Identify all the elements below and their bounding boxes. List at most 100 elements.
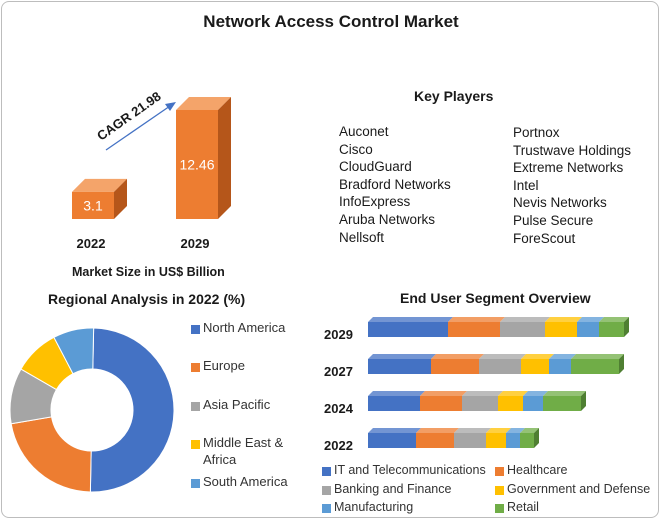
year-label-2027: 2027	[324, 364, 353, 379]
stack-bar-end	[624, 317, 629, 337]
key-player-item: Portnox	[513, 125, 560, 140]
key-player-item: Pulse Secure	[513, 212, 594, 228]
stack-segment-top	[448, 317, 505, 322]
stack-bar-end	[581, 391, 586, 411]
stack-segment-top	[599, 317, 629, 322]
stack-segment-2029-4	[577, 322, 599, 337]
regional-legend-label: Africa	[203, 452, 237, 467]
stack-segment-2027-5	[571, 359, 619, 374]
bar-value-label: 12.46	[179, 157, 214, 173]
bar-top	[72, 178, 127, 192]
stack-segment-2027-1	[431, 359, 479, 374]
year-label-2024: 2024	[324, 401, 354, 416]
stack-segment-top	[545, 317, 582, 322]
bar-value-label: 3.1	[83, 197, 103, 213]
key-player-item: InfoExpress	[339, 194, 411, 210]
stack-segment-top	[420, 391, 467, 396]
stack-segment-2027-2	[479, 359, 521, 374]
legend-swatch	[495, 467, 504, 476]
legend-swatch	[191, 325, 200, 334]
stack-segment-top	[368, 317, 453, 322]
year-label-2022: 2022	[77, 236, 106, 251]
stack-segment-top	[543, 391, 586, 396]
bar-top	[176, 97, 231, 110]
stack-segment-top	[368, 391, 425, 396]
stack-segment-2022-4	[506, 433, 520, 448]
legend-swatch	[191, 440, 200, 449]
stack-segment-top	[431, 354, 484, 359]
key-player-item: ForeScout	[513, 230, 576, 246]
stack-segment-top	[454, 428, 491, 433]
stack-bar-end	[619, 354, 624, 374]
stack-segment-2022-1	[416, 433, 454, 448]
stack-segment-2027-3	[521, 359, 549, 374]
end-user-legend-label: Government and Defense	[507, 482, 651, 496]
stack-segment-2022-3	[486, 433, 506, 448]
end-user-legend-label: IT and Telecommunications	[334, 463, 486, 477]
stack-segment-top	[368, 428, 421, 433]
legend-swatch	[191, 479, 200, 488]
stack-segment-top	[368, 354, 436, 359]
stack-segment-2024-1	[420, 396, 462, 411]
stack-segment-top	[462, 391, 503, 396]
key-players-column-1: Auconet Cisco CloudGuard Bradford Networks I…	[339, 123, 451, 246]
legend-swatch	[191, 363, 200, 372]
stack-segment-2027-4	[549, 359, 571, 374]
key-player-item: Bradford Networks	[339, 176, 451, 192]
end-user-title: End User Segment Overview	[400, 290, 591, 306]
key-players-column-2: Portnox Trustwave Holdings Extreme Network…	[513, 124, 631, 247]
regional-legend-label: Asia Pacific	[203, 397, 271, 412]
key-player-item: Extreme Networks	[513, 160, 624, 176]
year-label-2022: 2022	[324, 438, 353, 453]
regional-legend-label: Middle East &	[203, 435, 284, 450]
bar-side	[114, 178, 127, 219]
stack-segment-top	[577, 317, 604, 322]
stack-segment-2024-0	[368, 396, 420, 411]
stack-segment-2024-2	[462, 396, 498, 411]
stack-segment-2022-2	[454, 433, 486, 448]
stack-segment-top	[521, 354, 554, 359]
stack-bar-end	[534, 428, 539, 448]
stack-segment-top	[523, 391, 548, 396]
legend-swatch	[322, 467, 331, 476]
regional-legend-label: Europe	[203, 358, 245, 373]
regional-legend-label: South America	[203, 474, 288, 489]
stack-segment-top	[498, 391, 528, 396]
key-player-item: Intel	[513, 177, 539, 193]
cagr-arrow	[105, 102, 176, 151]
key-player-item: Aruba Networks	[339, 211, 436, 227]
stack-segment-top	[500, 317, 550, 322]
end-user-legend-label: Banking and Finance	[334, 482, 452, 496]
stack-segment-2029-5	[599, 322, 624, 337]
bar-side	[218, 97, 231, 219]
donut-slice-south-america	[53, 327, 95, 375]
stack-segment-top	[479, 354, 526, 359]
legend-swatch	[322, 504, 331, 513]
regional-donut-chart	[9, 327, 175, 493]
key-player-item: CloudGuard	[339, 159, 412, 175]
legend-swatch	[322, 486, 331, 495]
stack-segment-2029-3	[545, 322, 577, 337]
stack-segment-2029-2	[500, 322, 545, 337]
key-player-item: Nellsoft	[339, 229, 385, 245]
legend-swatch	[495, 504, 504, 513]
stack-segment-2022-5	[520, 433, 534, 448]
stack-segment-2027-0	[368, 359, 431, 374]
key-player-item: Trustwave Holdings	[513, 142, 632, 158]
key-player-item: Nevis Networks	[513, 195, 607, 211]
stack-segment-top	[506, 428, 525, 433]
page-title: Network Access Control Market	[203, 12, 459, 31]
market-size-bar-2029	[176, 110, 218, 219]
end-user-legend-label: Retail	[507, 500, 539, 514]
market-size-bar-2022	[72, 191, 114, 219]
stack-segment-2022-0	[368, 433, 416, 448]
donut-slice-north-america	[89, 327, 175, 493]
market-size-caption: Market Size in US$ Billion	[72, 265, 225, 279]
regional-legend-label: North America	[203, 320, 286, 335]
donut-slice-europe	[10, 416, 92, 493]
stack-segment-2029-0	[368, 322, 448, 337]
year-label-2029: 2029	[324, 327, 353, 342]
